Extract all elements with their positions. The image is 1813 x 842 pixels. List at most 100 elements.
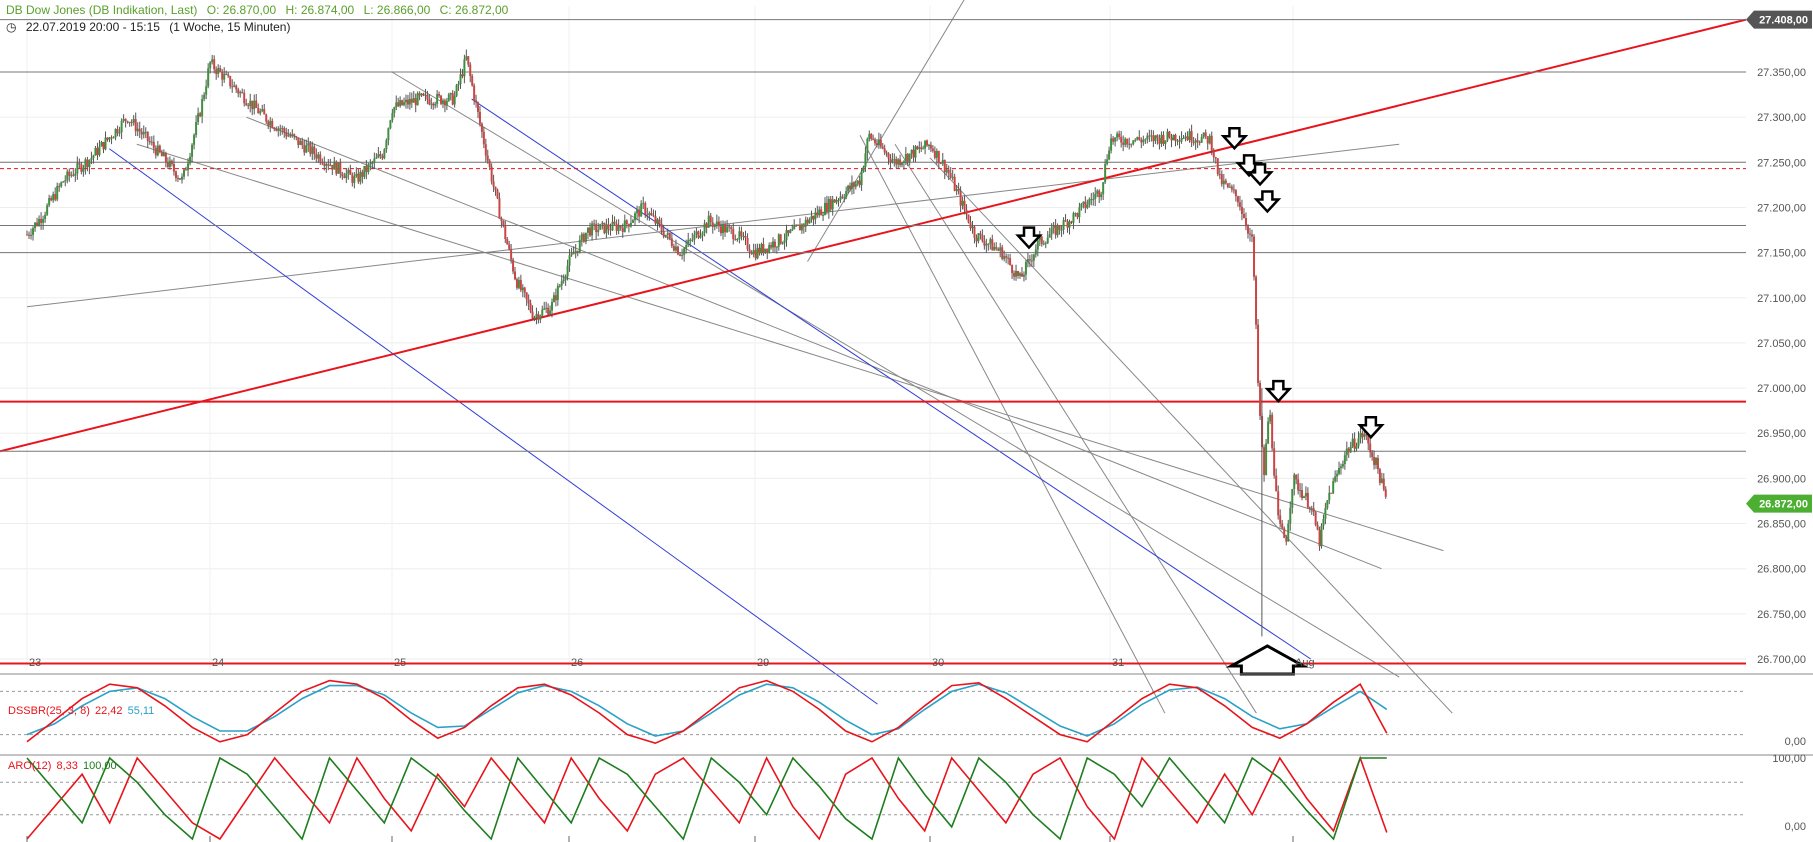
candle-body: [1011, 265, 1014, 273]
candle-body: [416, 93, 419, 106]
candle-body: [457, 83, 460, 86]
candle-body: [797, 224, 800, 226]
candle-body: [1134, 139, 1137, 141]
candle-body: [1046, 237, 1049, 244]
candle-body: [195, 122, 198, 135]
candle-body: [289, 135, 292, 137]
candle-body: [189, 156, 192, 164]
candle-body: [845, 191, 848, 198]
candle-body: [211, 59, 214, 63]
candle-body: [1349, 446, 1352, 453]
candle-body: [1218, 174, 1221, 176]
candle-body: [752, 249, 755, 255]
candle-body: [1382, 478, 1385, 490]
candle-body: [975, 237, 978, 242]
candle-body: [279, 128, 282, 130]
candle-body: [1062, 220, 1065, 230]
candle-body: [277, 128, 280, 131]
candle-body: [1007, 257, 1010, 259]
y-tick-label: 26.850,00: [1757, 519, 1806, 531]
candle-body: [742, 236, 745, 238]
candle-body: [699, 235, 702, 238]
candle-body: [1124, 138, 1127, 145]
trendline-blue: [109, 148, 878, 705]
candle-body: [1259, 382, 1262, 416]
candle-body: [215, 69, 218, 74]
candle-body: [500, 218, 503, 221]
candle-body: [339, 162, 342, 174]
candle-body: [257, 107, 260, 114]
candle-body: [375, 157, 378, 159]
candle-body: [1198, 141, 1201, 143]
candle-body: [1244, 218, 1247, 227]
candle-body: [1170, 137, 1173, 141]
candle-body: [1202, 132, 1205, 137]
candle-body: [1001, 247, 1004, 259]
candle-body: [114, 128, 117, 138]
candle-body: [963, 200, 966, 210]
candle-body: [597, 229, 600, 233]
candle-body: [399, 100, 402, 106]
candle-body: [820, 209, 823, 216]
candle-body: [441, 100, 444, 104]
candle-body: [488, 160, 491, 167]
candle-body: [543, 308, 546, 310]
candle-body: [748, 249, 751, 253]
candle-body: [377, 154, 380, 158]
trendline-red: [0, 18, 1747, 453]
candle-body: [492, 181, 495, 187]
x-tick-label: 29: [757, 657, 769, 669]
aro-axis-top: 100,00: [1772, 753, 1806, 765]
candle-body: [482, 131, 485, 145]
candle-body: [174, 171, 177, 179]
candle-body: [26, 234, 28, 236]
candle-body: [191, 144, 194, 157]
candle-body: [566, 265, 569, 277]
candle-body: [132, 118, 135, 123]
candle-body: [689, 239, 692, 241]
candle-body: [611, 221, 614, 231]
candle-body: [902, 161, 905, 163]
candle-body: [486, 155, 489, 161]
candle-body: [760, 244, 763, 254]
candle-body: [420, 93, 423, 96]
candle-body: [736, 238, 739, 240]
candle-body: [1146, 135, 1149, 140]
candle-body: [640, 203, 643, 217]
candle-body: [831, 199, 834, 210]
candle-body: [80, 164, 83, 172]
candle-body: [34, 222, 37, 229]
candle-body: [605, 224, 608, 234]
candle-body: [1363, 434, 1366, 437]
candle-body: [1194, 140, 1197, 143]
candle-body: [1273, 448, 1276, 476]
candle-body: [193, 134, 196, 145]
candle-body: [58, 186, 61, 188]
y-tick-label: 26.950,00: [1757, 428, 1806, 440]
candle-body: [283, 128, 286, 133]
candle-body: [849, 185, 852, 189]
candle-body: [1104, 163, 1107, 183]
candle-body: [961, 200, 964, 206]
candle-body: [1359, 432, 1362, 439]
candle-body: [547, 307, 550, 315]
trendline-gray: [807, 0, 965, 262]
candle-body: [901, 162, 903, 165]
candle-body: [1020, 273, 1023, 277]
candle-body: [267, 121, 270, 126]
candle-body: [1230, 186, 1233, 190]
candle-body: [118, 132, 121, 134]
candle-body: [1287, 523, 1290, 542]
candle-body: [1174, 134, 1177, 141]
y-tick-label: 26.750,00: [1757, 609, 1806, 621]
candle-body: [253, 100, 256, 110]
candle-body: [833, 199, 836, 203]
candle-body: [939, 163, 942, 165]
trendline-gray: [136, 143, 1444, 552]
candle-body: [1326, 500, 1329, 509]
candle-body: [870, 133, 873, 139]
candle-body: [1283, 528, 1286, 538]
candle-body: [1009, 258, 1012, 266]
candle-body: [586, 227, 589, 233]
candle-body: [104, 137, 107, 150]
